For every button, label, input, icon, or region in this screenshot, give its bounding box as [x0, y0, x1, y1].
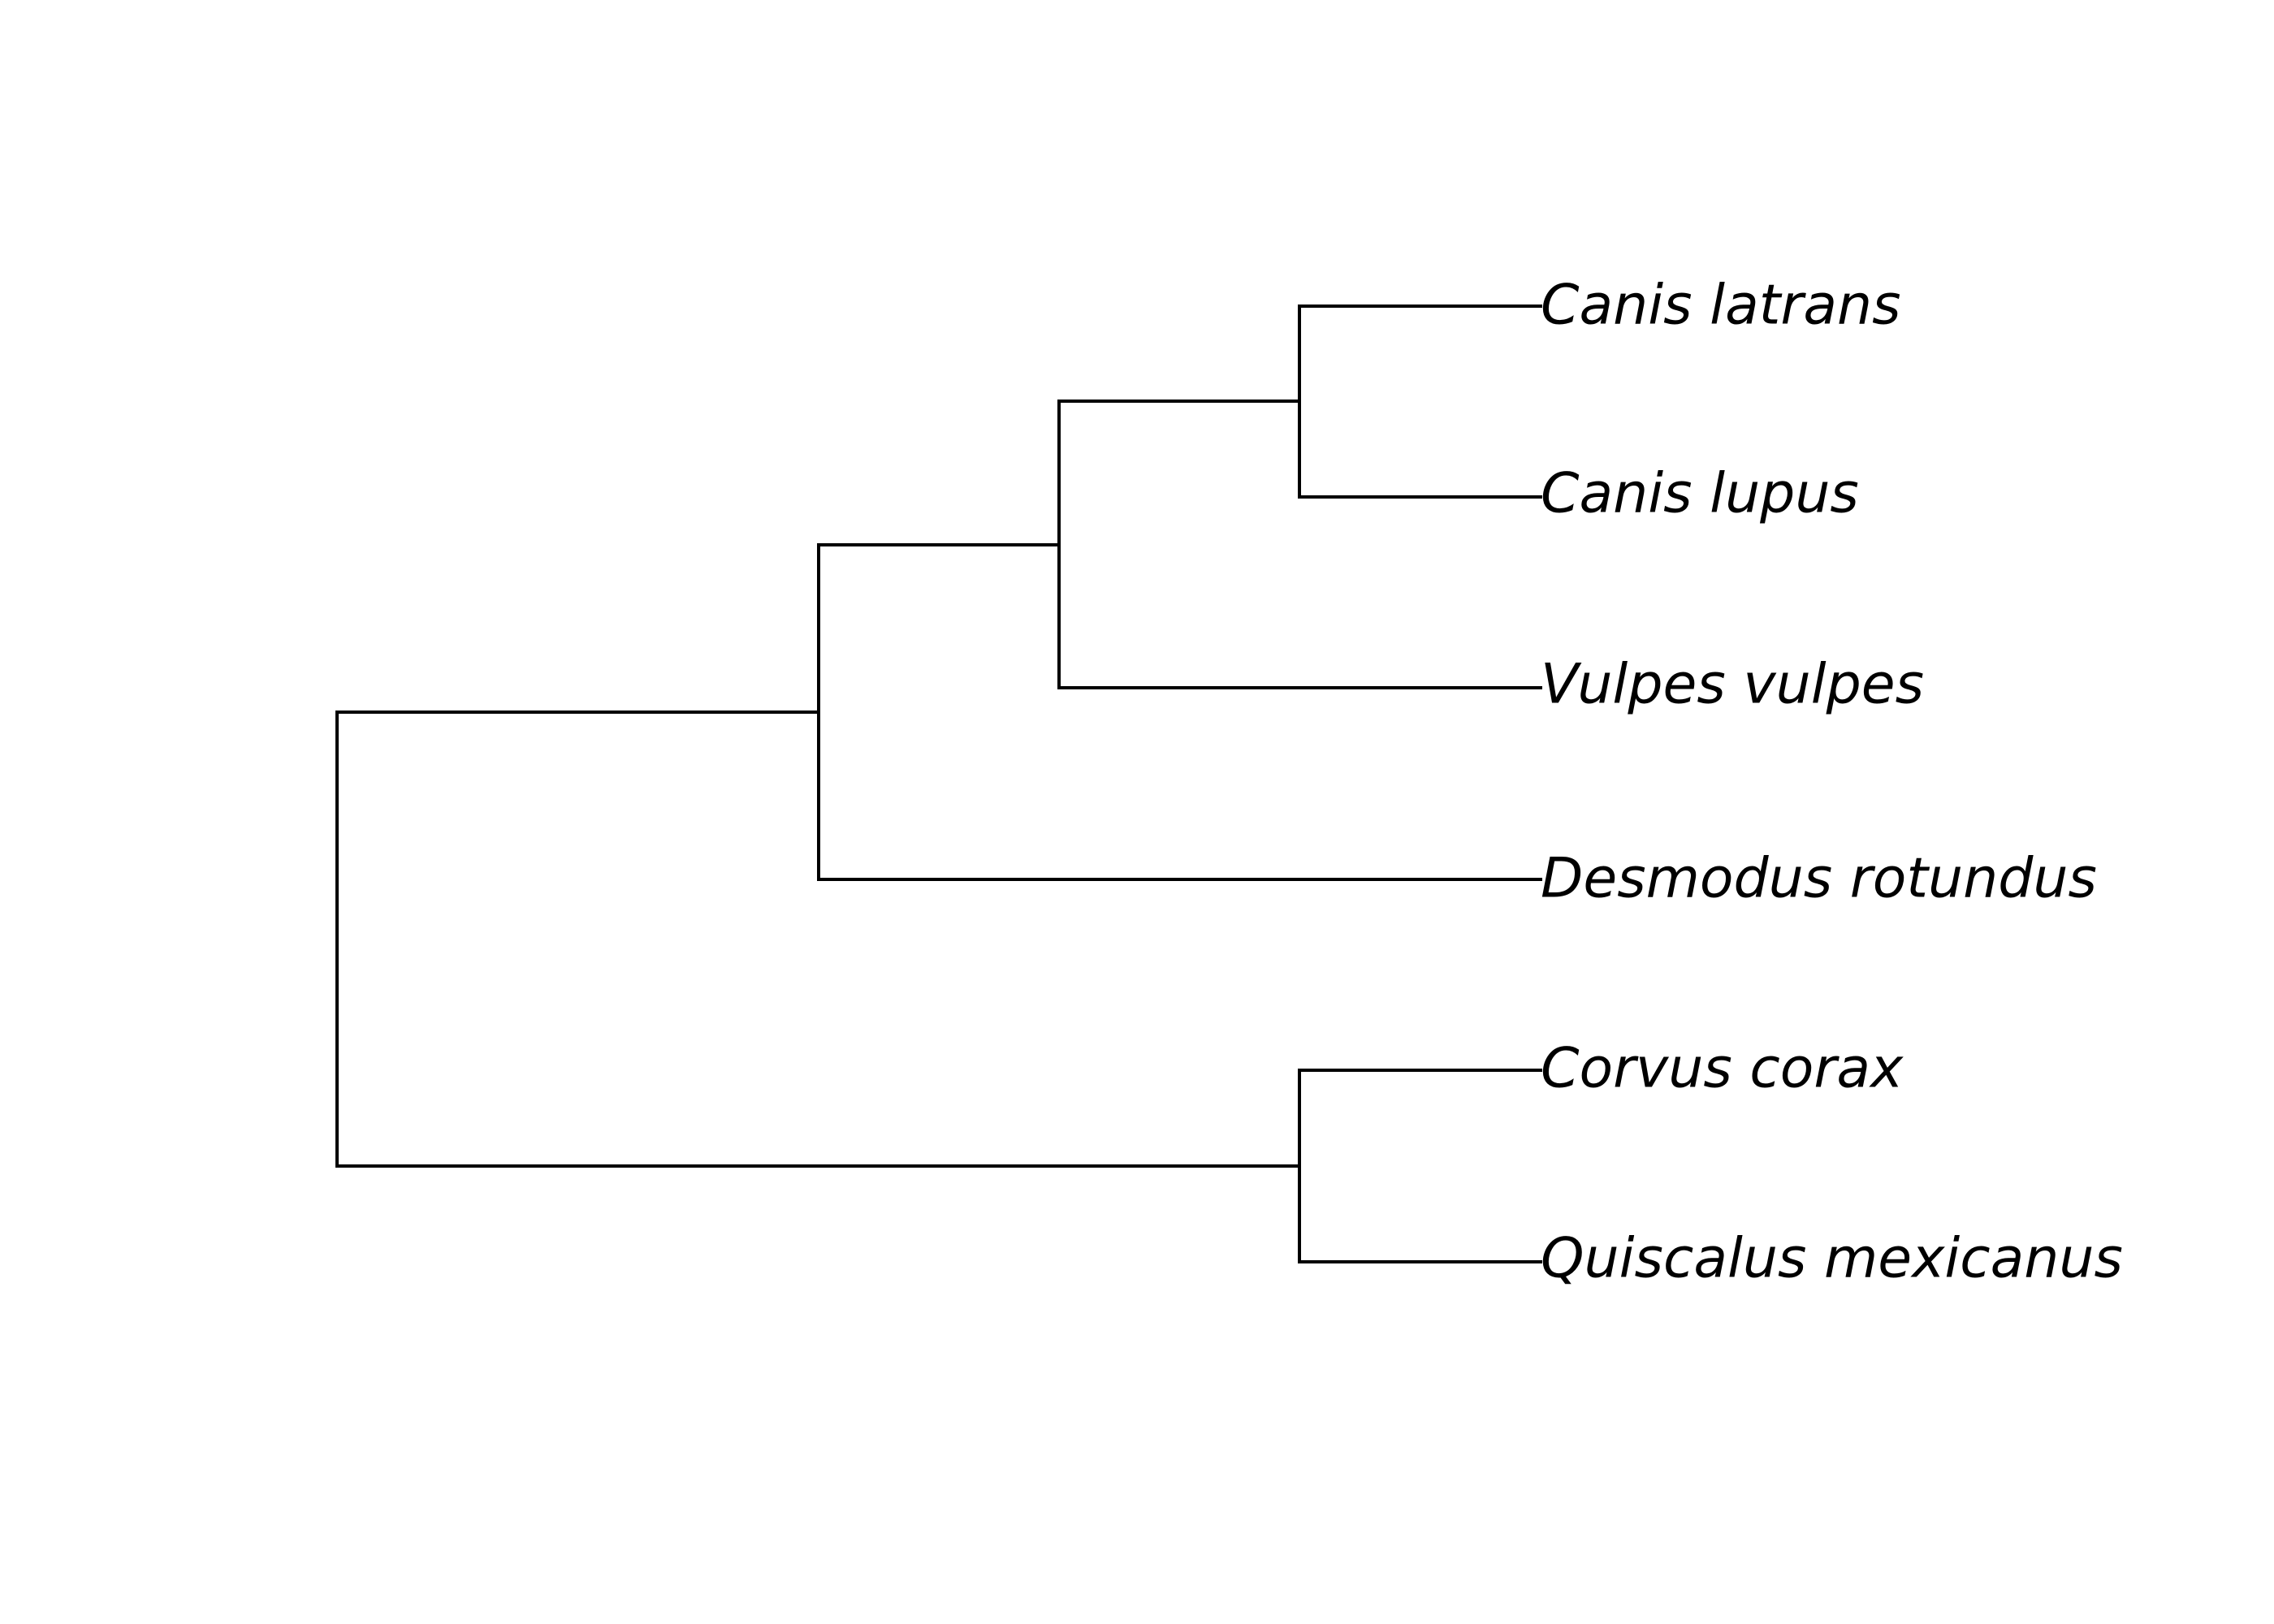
tip-label-canis-latrans: Canis latrans — [1541, 274, 1901, 338]
tip-label-desmodus-rotundus: Desmodus rotundus — [1541, 847, 2097, 911]
tip-label-vulpes-vulpes: Vulpes vulpes — [1541, 653, 1924, 717]
tip-label-quiscalus-mexicanus: Quiscalus mexicanus — [1541, 1227, 2123, 1291]
tip-label-corvus-corax: Corvus corax — [1541, 1037, 1904, 1101]
tip-label-canis-lupus: Canis lupus — [1541, 462, 1859, 526]
